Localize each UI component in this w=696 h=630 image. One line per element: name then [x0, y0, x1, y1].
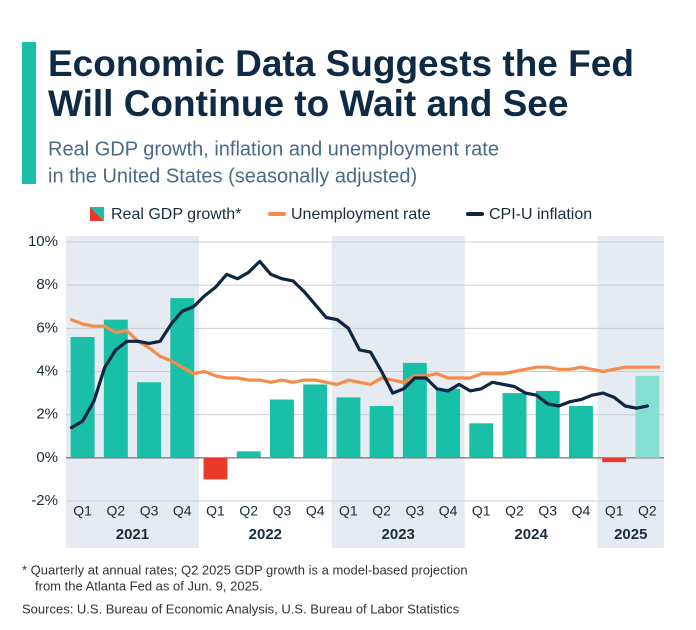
x-tick-label: Q4 — [439, 503, 458, 519]
y-tick-label: 10% — [28, 233, 58, 250]
title-accent — [22, 42, 36, 184]
bar — [336, 397, 361, 458]
bar — [635, 375, 660, 458]
bar — [369, 406, 394, 458]
chart-title: Will Continue to Wait and See — [48, 83, 568, 124]
y-tick-label: 0% — [36, 449, 58, 466]
line — [69, 259, 649, 430]
subtitle: in the United States (seasonally adjuste… — [48, 165, 417, 187]
legend-label: Real GDP growth* — [111, 206, 241, 223]
x-tick-label: Q2 — [638, 503, 657, 519]
x-tick-label: Q4 — [572, 503, 591, 519]
x-tick-label: Q1 — [605, 503, 624, 519]
year-label: 2024 — [514, 526, 548, 543]
x-tick-label: Q3 — [538, 503, 557, 519]
legend-label: Unemployment rate — [291, 206, 431, 223]
x-tick-label: Q1 — [206, 503, 225, 519]
bar — [402, 362, 427, 458]
bar — [236, 451, 261, 458]
bar — [602, 457, 627, 463]
x-tick-label: Q3 — [140, 503, 159, 519]
chart-title: Economic Data Suggests the Fed — [48, 43, 634, 84]
bar — [436, 388, 461, 458]
bar — [137, 382, 162, 458]
source: Sources: U.S. Bureau of Economic Analysi… — [22, 601, 460, 616]
bar — [269, 399, 294, 458]
x-tick-label: Q3 — [273, 503, 292, 519]
bar — [303, 384, 328, 458]
bar — [469, 423, 494, 458]
x-tick-label: Q2 — [505, 503, 524, 519]
y-tick-label: -2% — [31, 492, 58, 509]
x-tick-label: Q2 — [106, 503, 125, 519]
bar — [103, 319, 128, 458]
bar — [203, 457, 228, 480]
line — [69, 318, 661, 386]
legend-swatch — [90, 207, 104, 221]
y-tick-label: 4% — [36, 362, 58, 379]
bar — [170, 298, 195, 458]
x-tick-label: Q2 — [239, 503, 258, 519]
legend-label: CPI-U inflation — [489, 206, 592, 223]
y-tick-label: 2% — [36, 406, 58, 423]
x-tick-label: Q3 — [405, 503, 424, 519]
x-tick-label: Q4 — [173, 503, 192, 519]
bar — [70, 336, 95, 458]
x-tick-label: Q1 — [472, 503, 491, 519]
y-tick-label: 6% — [36, 319, 58, 336]
bar — [535, 390, 560, 458]
footnote: from the Atlanta Fed as of Jun. 9, 2025. — [35, 578, 263, 593]
subtitle: Real GDP growth, inflation and unemploym… — [48, 138, 499, 160]
footnote: * Quarterly at annual rates; Q2 2025 GDP… — [22, 562, 468, 577]
x-tick-label: Q1 — [339, 503, 358, 519]
bar — [568, 406, 593, 458]
x-tick-label: Q4 — [306, 503, 325, 519]
year-label: 2023 — [382, 526, 415, 543]
x-tick-label: Q1 — [73, 503, 92, 519]
x-tick-label: Q2 — [372, 503, 391, 519]
year-label: 2021 — [116, 526, 149, 543]
year-label: 2025 — [614, 526, 647, 543]
year-label: 2022 — [249, 526, 282, 543]
bar — [502, 393, 527, 458]
y-tick-label: 8% — [36, 276, 58, 293]
